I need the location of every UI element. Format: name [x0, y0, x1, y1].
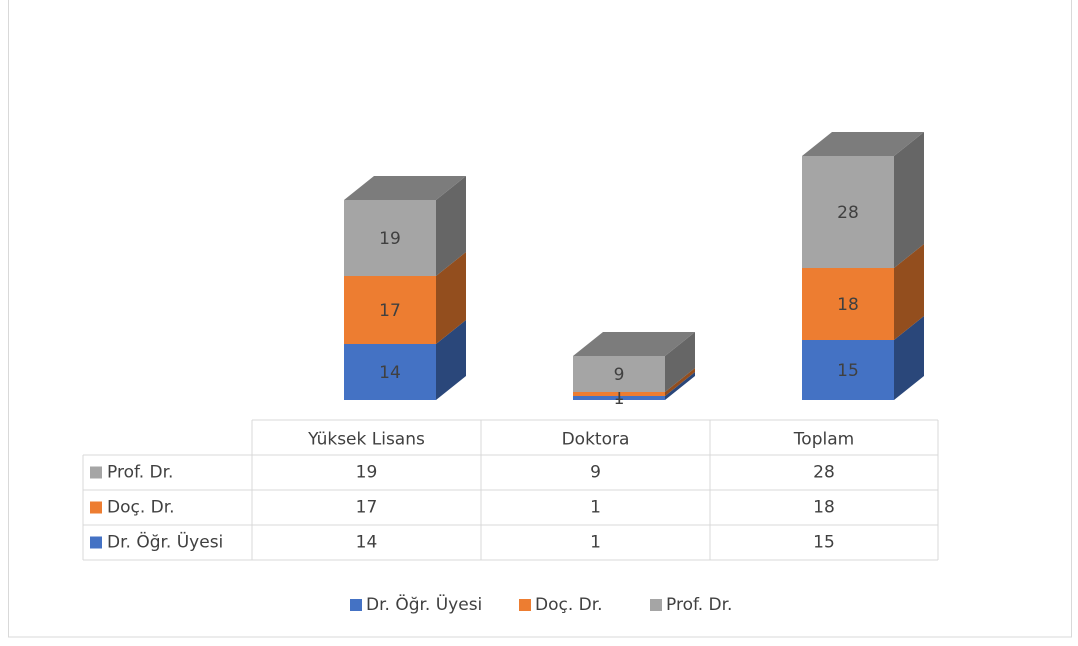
table-row-label: Doç. Dr.	[107, 498, 175, 518]
table-header: Yüksek Lisans	[307, 430, 425, 450]
bar-top	[344, 176, 466, 200]
bar	[344, 276, 436, 344]
table-cell: 15	[813, 533, 835, 553]
legend-key	[519, 599, 531, 611]
bar	[573, 356, 665, 392]
bar-top	[573, 332, 695, 356]
table-cell: 17	[356, 498, 378, 518]
bar-top	[802, 132, 924, 156]
bar	[802, 340, 894, 400]
table-header: Toplam	[793, 430, 854, 450]
table-legend-key	[90, 501, 102, 514]
legend-key	[350, 599, 362, 611]
bar	[802, 156, 894, 268]
bar	[344, 344, 436, 400]
table-row-label: Dr. Öğr. Üyesi	[107, 531, 223, 553]
data-label: 15	[837, 361, 859, 381]
table-cell: 18	[813, 498, 835, 518]
bar-side	[665, 368, 695, 396]
data-label: 17	[379, 301, 401, 321]
table-cell: 9	[590, 463, 601, 483]
bar	[573, 392, 665, 396]
table-cell: 14	[356, 533, 378, 553]
table-cell: 1	[590, 498, 601, 518]
table-cell: 28	[813, 463, 835, 483]
bar-side	[436, 252, 466, 344]
bar-side	[436, 176, 466, 276]
bar-side	[894, 132, 924, 268]
bar-side	[665, 332, 695, 392]
table-row-label: Prof. Dr.	[107, 463, 173, 483]
table-cell: 1	[590, 533, 601, 553]
legend-label: Doç. Dr.	[535, 595, 603, 615]
data-label: 18	[837, 295, 859, 315]
legend-label: Dr. Öğr. Üyesi	[366, 593, 482, 615]
data-label: 19	[379, 229, 401, 249]
data-label: 14	[379, 363, 401, 383]
bar	[802, 268, 894, 340]
bar-side	[894, 316, 924, 400]
bar	[573, 396, 665, 400]
bar-side	[665, 372, 695, 400]
table-legend-key	[90, 536, 102, 549]
table-cell: 19	[356, 463, 378, 483]
data-label: 28	[837, 203, 859, 223]
legend-label: Prof. Dr.	[666, 595, 732, 615]
bar-side	[894, 244, 924, 340]
table-legend-key	[90, 466, 102, 479]
data-label: 1	[614, 385, 625, 405]
data-label: 9	[614, 365, 625, 385]
bar-side	[436, 320, 466, 400]
data-label: 1	[614, 389, 625, 409]
table-header: Doktora	[562, 430, 630, 450]
bar	[344, 200, 436, 276]
legend-key	[650, 599, 662, 611]
